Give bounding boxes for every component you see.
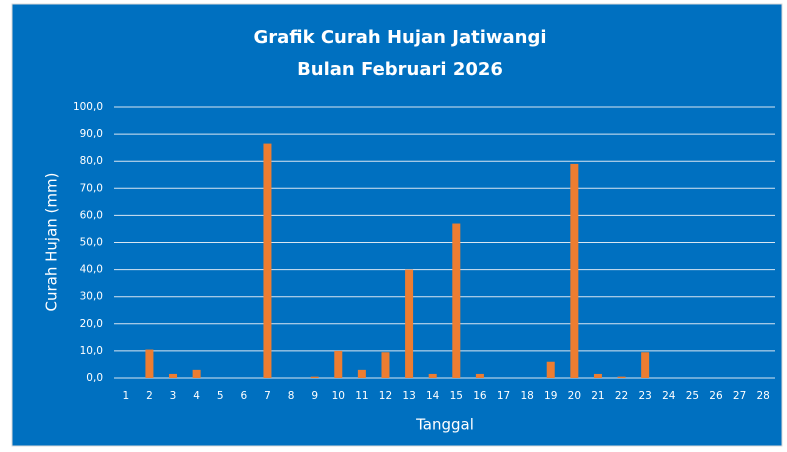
x-tick-label: 23 [638,390,651,402]
y-tick-label: 0,0 [86,372,103,384]
x-tick-label: 8 [288,390,295,402]
x-tick-label: 4 [193,390,200,402]
y-axis-label: Curah Hujan (mm) [43,173,61,312]
x-tick-label: 7 [264,390,271,402]
bar [192,369,201,378]
x-tick-label: 3 [170,390,177,402]
x-tick-label: 1 [122,390,129,402]
x-tick-label: 16 [473,390,487,402]
bar [617,376,626,378]
x-tick-label: 28 [757,390,770,402]
x-tick-label: 6 [240,390,247,402]
x-tick-label: 5 [217,390,224,402]
y-tick-label: 70,0 [80,182,103,194]
y-tick-label: 90,0 [80,128,103,140]
bar [452,223,461,378]
x-axis-label: Tanggal [415,416,474,434]
y-tick-label: 60,0 [80,209,103,221]
x-tick-label: 22 [615,390,628,402]
bar [334,350,343,378]
x-tick-label: 25 [686,390,699,402]
bar [428,373,437,378]
bar [145,349,154,378]
x-tick-label: 27 [733,390,746,402]
x-tick-label: 18 [520,390,533,402]
bar [357,369,366,378]
bar [570,163,579,378]
x-tick-label: 9 [311,390,318,402]
x-tick-label: 20 [568,390,581,402]
x-tick-label: 14 [426,390,440,402]
bar [405,269,414,378]
bar [593,373,602,378]
x-tick-label: 15 [450,390,463,402]
x-tick-label: 12 [379,390,392,402]
bar [169,373,178,378]
x-tick-label: 2 [146,390,153,402]
chart-background [11,3,783,447]
y-tick-label: 30,0 [80,291,103,303]
bar [381,352,390,378]
y-tick-label: 40,0 [80,264,103,276]
y-tick-label: 80,0 [80,155,103,167]
x-tick-label: 17 [497,390,510,402]
x-tick-label: 10 [332,390,345,402]
chart-subtitle: Bulan Februari 2026 [297,59,503,80]
x-tick-label: 11 [355,390,368,402]
bar [641,352,650,378]
bar [310,376,319,378]
y-tick-label: 20,0 [80,318,103,330]
bar [546,361,555,378]
bar [263,143,272,378]
x-tick-label: 24 [662,390,676,402]
y-tick-label: 10,0 [80,345,103,357]
x-tick-label: 26 [709,390,723,402]
bar [475,373,484,378]
x-tick-label: 19 [544,390,557,402]
y-tick-label: 50,0 [80,237,103,249]
y-tick-label: 100,0 [73,101,103,113]
x-tick-label: 21 [591,390,604,402]
x-tick-label: 13 [402,390,415,402]
chart-title: Grafik Curah Hujan Jatiwangi [253,27,546,48]
